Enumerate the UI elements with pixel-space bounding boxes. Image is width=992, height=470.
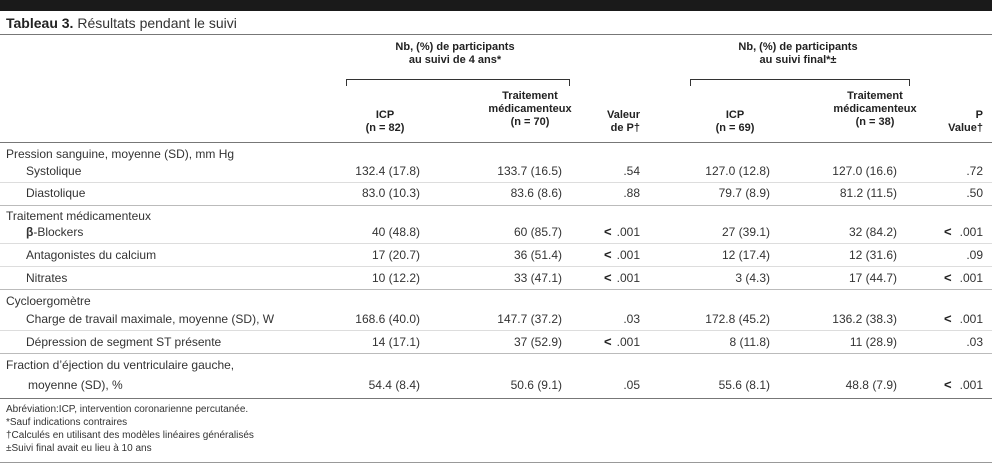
cell-tm4: 83.6 (8.6) — [510, 186, 562, 200]
footnotes: Abréviation:ICP, intervention coronarien… — [6, 403, 254, 455]
cell-icpf: 12 (17.4) — [721, 248, 770, 262]
cell-tmf: 127.0 (16.6) — [832, 164, 897, 178]
header-rule — [0, 142, 992, 143]
section-traitement: Traitement médicamenteux — [6, 209, 151, 223]
cell-icpf: 172.8 (45.2) — [705, 312, 770, 326]
cell-tmf: 11 (28.9) — [849, 335, 897, 349]
row-label: Systolique — [26, 164, 82, 178]
cell-pf: .72 — [966, 164, 983, 178]
cell-p4: .03 — [623, 312, 640, 326]
cell-p4: .54 — [623, 164, 640, 178]
beta-symbol: β — [26, 225, 34, 239]
cell-icp4: 10 (12.2) — [371, 271, 420, 285]
cell-icpf: 55.6 (8.1) — [718, 378, 770, 392]
cell-tmf: 136.2 (38.3) — [832, 312, 897, 326]
cell-p4: .001 — [616, 225, 640, 239]
footnote-star: *Sauf indications contraires — [6, 417, 128, 428]
less-than-sign: < — [944, 311, 952, 326]
cell-icpf: 8 (11.8) — [729, 335, 770, 349]
bracket-4yr — [346, 79, 570, 86]
row-label: Dépression de segment ST présente — [26, 335, 222, 349]
less-than-sign: < — [604, 224, 612, 239]
cell-tmf: 48.8 (7.9) — [845, 378, 897, 392]
table-title: Tableau 3. Résultats pendant le suivi — [6, 15, 237, 31]
section-rule — [0, 289, 992, 290]
row-label: Charge de travail maximale, moyenne (SD)… — [26, 312, 275, 326]
footnote-pm: ±Suivi final avait eu lieu à 10 ans — [6, 443, 152, 454]
cell-tmf: 12 (31.6) — [848, 248, 897, 262]
row-label: Antagonistes du calcium — [26, 248, 157, 262]
cell-pf: .09 — [966, 248, 983, 262]
cell-icp4: 168.6 (40.0) — [355, 312, 420, 326]
cell-tm4: 60 (85.7) — [513, 225, 562, 239]
row-label: β-Blockers — [26, 225, 84, 239]
cell-tm4: 36 (51.4) — [513, 248, 562, 262]
less-than-sign: < — [604, 270, 612, 285]
cell-tm4: 50.6 (9.1) — [510, 378, 562, 392]
cell-p4: .001 — [616, 248, 640, 262]
cell-pf: .001 — [959, 378, 983, 392]
cell-icpf: 79.7 (8.9) — [718, 186, 770, 200]
cell-tmf: 32 (84.2) — [848, 225, 897, 239]
cell-tm4: 133.7 (16.5) — [497, 164, 562, 178]
bracket-final — [690, 79, 910, 86]
col-header-tm-4yr: Traitement médicamenteux (n = 70) — [488, 90, 572, 128]
title-rule — [0, 34, 992, 35]
col-header-icp-final: ICP (n = 69) — [715, 109, 755, 134]
group-header-final: Nb, (%) de participants au suivi final*± — [738, 41, 858, 66]
row-rule — [0, 266, 992, 267]
cell-icp4: 40 (48.8) — [371, 225, 420, 239]
cell-p4: .001 — [616, 271, 640, 285]
top-bar — [0, 0, 992, 11]
less-than-sign: < — [604, 247, 612, 262]
cell-pf: .50 — [966, 186, 983, 200]
col-header-icp-4yr: ICP (n = 82) — [365, 109, 405, 134]
cell-tm4: 33 (47.1) — [513, 271, 562, 285]
less-than-sign: < — [604, 334, 612, 349]
section-rule — [0, 353, 992, 354]
section-fraction: Fraction d’éjection du ventriculaire gau… — [6, 358, 235, 372]
section-pression: Pression sanguine, moyenne (SD), mm Hg — [6, 147, 235, 161]
table-bottom-rule — [0, 398, 992, 399]
cell-icp4: 132.4 (17.8) — [355, 164, 420, 178]
cell-pf: .001 — [959, 225, 983, 239]
footnote-dagger: †Calculés en utilisant des modèles linéa… — [6, 430, 254, 441]
cell-p4: .001 — [616, 335, 640, 349]
cell-icp4: 83.0 (10.3) — [361, 186, 420, 200]
group-header-4yr: Nb, (%) de participants au suivi de 4 an… — [395, 41, 515, 66]
cell-pf: .001 — [959, 271, 983, 285]
footer-rule — [0, 462, 992, 463]
cell-icpf: 3 (4.3) — [735, 271, 770, 285]
section-rule — [0, 205, 992, 206]
cell-icp4: 54.4 (8.4) — [368, 378, 420, 392]
cell-pf: .001 — [959, 312, 983, 326]
less-than-sign: < — [944, 224, 952, 239]
cell-tm4: 147.7 (37.2) — [497, 312, 562, 326]
cell-tm4: 37 (52.9) — [513, 335, 562, 349]
col-header-p-4yr: Valeur de P† — [606, 109, 640, 134]
cell-icpf: 127.0 (12.8) — [705, 164, 770, 178]
row-rule — [0, 243, 992, 244]
less-than-sign: < — [944, 270, 952, 285]
less-than-sign: < — [944, 377, 952, 392]
cell-icp4: 14 (17.1) — [371, 335, 420, 349]
cell-tmf: 81.2 (11.5) — [839, 186, 897, 200]
col-header-tm-final: Traitement médicamenteux (n = 38) — [833, 90, 917, 128]
cell-pf: .03 — [966, 335, 983, 349]
cell-icp4: 17 (20.7) — [371, 248, 420, 262]
row-label: Diastolique — [26, 186, 86, 200]
cell-tmf: 17 (44.7) — [848, 271, 897, 285]
row-label: moyenne (SD), % — [28, 378, 123, 392]
col-header-p-final: P Value† — [948, 109, 983, 134]
row-label: Nitrates — [26, 271, 68, 285]
row-rule — [0, 182, 992, 183]
footnote-abbreviation: Abréviation:ICP, intervention coronarien… — [6, 404, 249, 415]
row-rule — [0, 330, 992, 331]
section-cycloergometre: Cycloergomètre — [6, 294, 91, 308]
cell-p4: .05 — [623, 378, 640, 392]
cell-icpf: 27 (39.1) — [721, 225, 770, 239]
cell-p4: .88 — [623, 186, 640, 200]
